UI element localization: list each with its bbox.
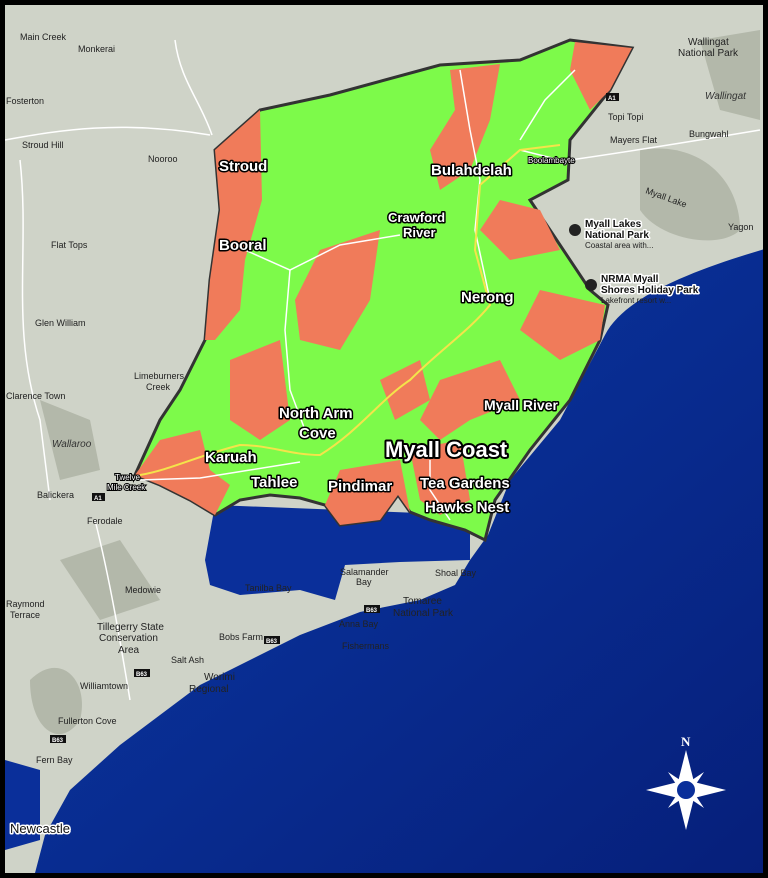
place-label: Fern Bay [36, 755, 73, 765]
road-shields: A1 A1 B63 B63 B63 B63 [50, 93, 619, 744]
park-label: Regional [189, 684, 228, 695]
town-label: Booral [219, 237, 267, 254]
park-label: Worimi [204, 672, 235, 683]
place-label: Anna Bay [339, 619, 379, 629]
park-label: Tillegerry State [97, 622, 164, 633]
place-label: Newcastle [10, 821, 70, 836]
place-label: Monkerai [78, 44, 115, 54]
place-label: Glen William [35, 318, 86, 328]
place-label: Fullerton Cove [58, 716, 117, 726]
campground-pin-icon [585, 279, 597, 291]
road-shield-label: B63 [266, 639, 278, 645]
town-label: Bulahdelah [431, 162, 512, 179]
town-label: Myall River [484, 397, 558, 413]
place-label: Salt Ash [171, 655, 204, 665]
roads [4, 39, 761, 701]
place-label: National Park [678, 48, 739, 59]
poi-name: Shores Holiday Park [601, 285, 699, 296]
poi-description: Lakefront resort w... [601, 296, 671, 305]
road-shield-label: A1 [94, 496, 102, 502]
town-label-small: Boolambayte [528, 156, 575, 165]
place-label: Medowie [125, 585, 161, 595]
place-label: Balickera [37, 490, 74, 500]
poi-name: NRMA Myall [601, 274, 659, 285]
place-label: Fishermans [342, 641, 390, 651]
hunter-river-water [5, 760, 40, 850]
poi-myall-lakes-np[interactable]: Myall Lakes National Park Coastal area w… [569, 218, 653, 250]
town-label-small: Twelve [115, 473, 140, 482]
region-roads [139, 69, 576, 521]
town-label: Pindimar [328, 478, 392, 495]
poi-nrma-myall-shores[interactable]: NRMA Myall Shores Holiday Park Lakefront… [585, 273, 700, 305]
park-label: Tomaree [403, 596, 442, 607]
port-stephens-water [205, 505, 470, 600]
ocean [35, 248, 768, 873]
park-label: National Park [393, 608, 454, 619]
place-label: Wallaroo [52, 439, 92, 450]
place-label: Stroud Hill [22, 140, 64, 150]
road-shield-label: B63 [136, 672, 148, 678]
place-label: Yagon [728, 222, 753, 232]
place-label: Fosterton [6, 96, 44, 106]
place-label: Salamander [340, 567, 389, 577]
forest-areas [30, 30, 760, 735]
town-label: Nerong [461, 289, 514, 306]
place-label: Shoal Bay [435, 568, 477, 578]
poi-description: Coastal area with... [585, 241, 653, 250]
town-label: Crawford [388, 210, 445, 225]
town-label-small: Mile Creek [107, 483, 146, 492]
place-label: Mayers Flat [610, 135, 658, 145]
orange-patches [135, 42, 632, 525]
place-label: Limeburners [134, 371, 185, 381]
pacific-highway [139, 144, 561, 476]
town-label: Tahlee [251, 474, 297, 491]
park-label: Area [118, 645, 140, 656]
place-label: Nooroo [148, 154, 178, 164]
background-place-labels: Main Creek Monkerai Fosterton Stroud Hil… [6, 32, 753, 838]
place-label: Bungwahl [689, 129, 729, 139]
park-label: Conservation [99, 633, 158, 644]
place-label: Ferodale [87, 516, 123, 526]
compass-north-label: N [681, 734, 691, 749]
town-label: North Arm [279, 405, 353, 422]
myall-coast-region[interactable] [132, 38, 635, 543]
town-label: Tea Gardens [420, 475, 510, 492]
place-label: Wallingat [705, 91, 747, 102]
place-label: Flat Tops [51, 240, 88, 250]
place-label: Tanilba Bay [245, 583, 292, 593]
place-label: Williamtown [80, 681, 128, 691]
town-label: Stroud [219, 158, 267, 175]
road-shield-label: B63 [52, 738, 64, 744]
place-label: Bobs Farm [219, 632, 263, 642]
place-label: Terrace [10, 610, 40, 620]
town-label: Hawks Nest [425, 499, 509, 516]
poi-name: Myall Lakes [585, 219, 642, 230]
town-labels: Stroud Bulahdelah Crawford River Booral … [106, 155, 576, 518]
park-pin-icon [569, 224, 581, 236]
road-shield-label: B63 [366, 608, 378, 614]
place-label: Topi Topi [608, 112, 643, 122]
poi-name: National Park [585, 230, 649, 241]
town-label: Cove [299, 425, 336, 442]
place-label: Clarence Town [6, 391, 65, 401]
road-shield-label: A1 [608, 96, 616, 102]
place-label: Bay [356, 577, 372, 587]
map-title: Myall Coast [385, 437, 508, 462]
town-label: Karuah [205, 449, 257, 466]
town-label: River [403, 225, 436, 240]
place-label: Wallingat [688, 37, 729, 48]
place-label: Main Creek [20, 32, 67, 42]
compass-rose-icon: N [646, 734, 726, 830]
place-label: Creek [146, 382, 171, 392]
place-label: Raymond [6, 599, 45, 609]
